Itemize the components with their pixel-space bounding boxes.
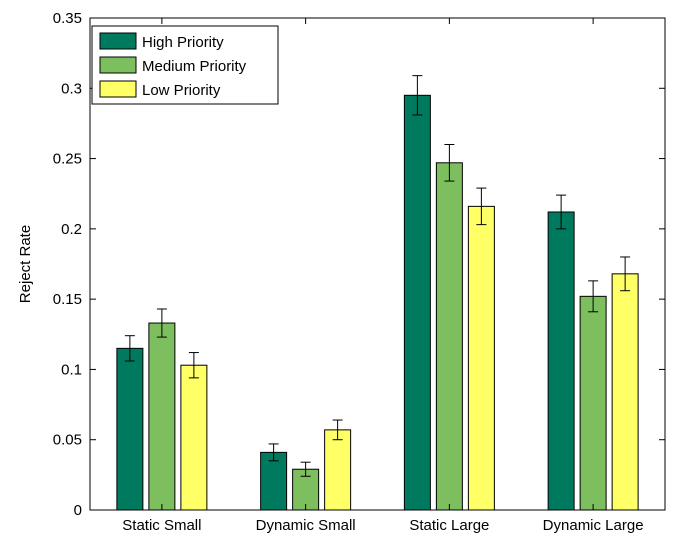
legend-swatch <box>99 80 137 98</box>
y-axis: 0 0.05 0.1 0.15 0.2 0.25 0.3 0.35 <box>53 10 665 519</box>
bar-low-priority-static-large <box>467 205 495 511</box>
legend-swatch <box>99 56 137 74</box>
y-tick-label: 0.3 <box>61 80 82 97</box>
legend-label: Low Priority <box>142 82 221 99</box>
y-tick-label: 0.35 <box>53 10 82 27</box>
bars-layer <box>116 94 639 511</box>
y-tick-label: 0.25 <box>53 151 82 168</box>
error-bars-layer <box>124 75 631 477</box>
x-tick-label: Static Small <box>122 517 201 534</box>
legend-label: High Priority <box>142 34 224 51</box>
x-tick-label: Static Large <box>409 517 489 534</box>
x-tick-label: Dynamic Small <box>256 517 356 534</box>
x-tick-label: Dynamic Large <box>543 517 644 534</box>
bar-low-priority-dynamic-large <box>611 273 639 511</box>
bar-low-priority-dynamic-small <box>324 429 352 511</box>
y-tick-label: 0.05 <box>53 432 82 449</box>
bar-high-priority-static-large <box>403 94 431 511</box>
bar-low-priority-static-small <box>180 364 208 511</box>
legend-swatch <box>99 32 137 50</box>
x-axis: Static Small Dynamic Small Static Large Dyn… <box>122 18 644 534</box>
legend: High Priority Medium Priority Low Priority <box>91 25 279 105</box>
bar-medium-priority-static-large <box>435 162 463 511</box>
bar-medium-priority-static-small <box>148 322 176 511</box>
y-tick-label: 0.2 <box>61 221 82 238</box>
y-tick-label: 0.1 <box>61 361 82 378</box>
y-tick-label: 0.15 <box>53 291 82 308</box>
y-axis-title: Reject Rate <box>17 225 34 303</box>
plot-frame <box>89 17 666 511</box>
bar-high-priority-dynamic-large <box>547 211 575 511</box>
legend-label: Medium Priority <box>142 58 247 75</box>
bar-high-priority-dynamic-small <box>260 451 288 511</box>
y-tick-label: 0 <box>74 502 82 519</box>
bar-high-priority-static-small <box>116 347 144 511</box>
bar-medium-priority-dynamic-large <box>579 295 607 511</box>
